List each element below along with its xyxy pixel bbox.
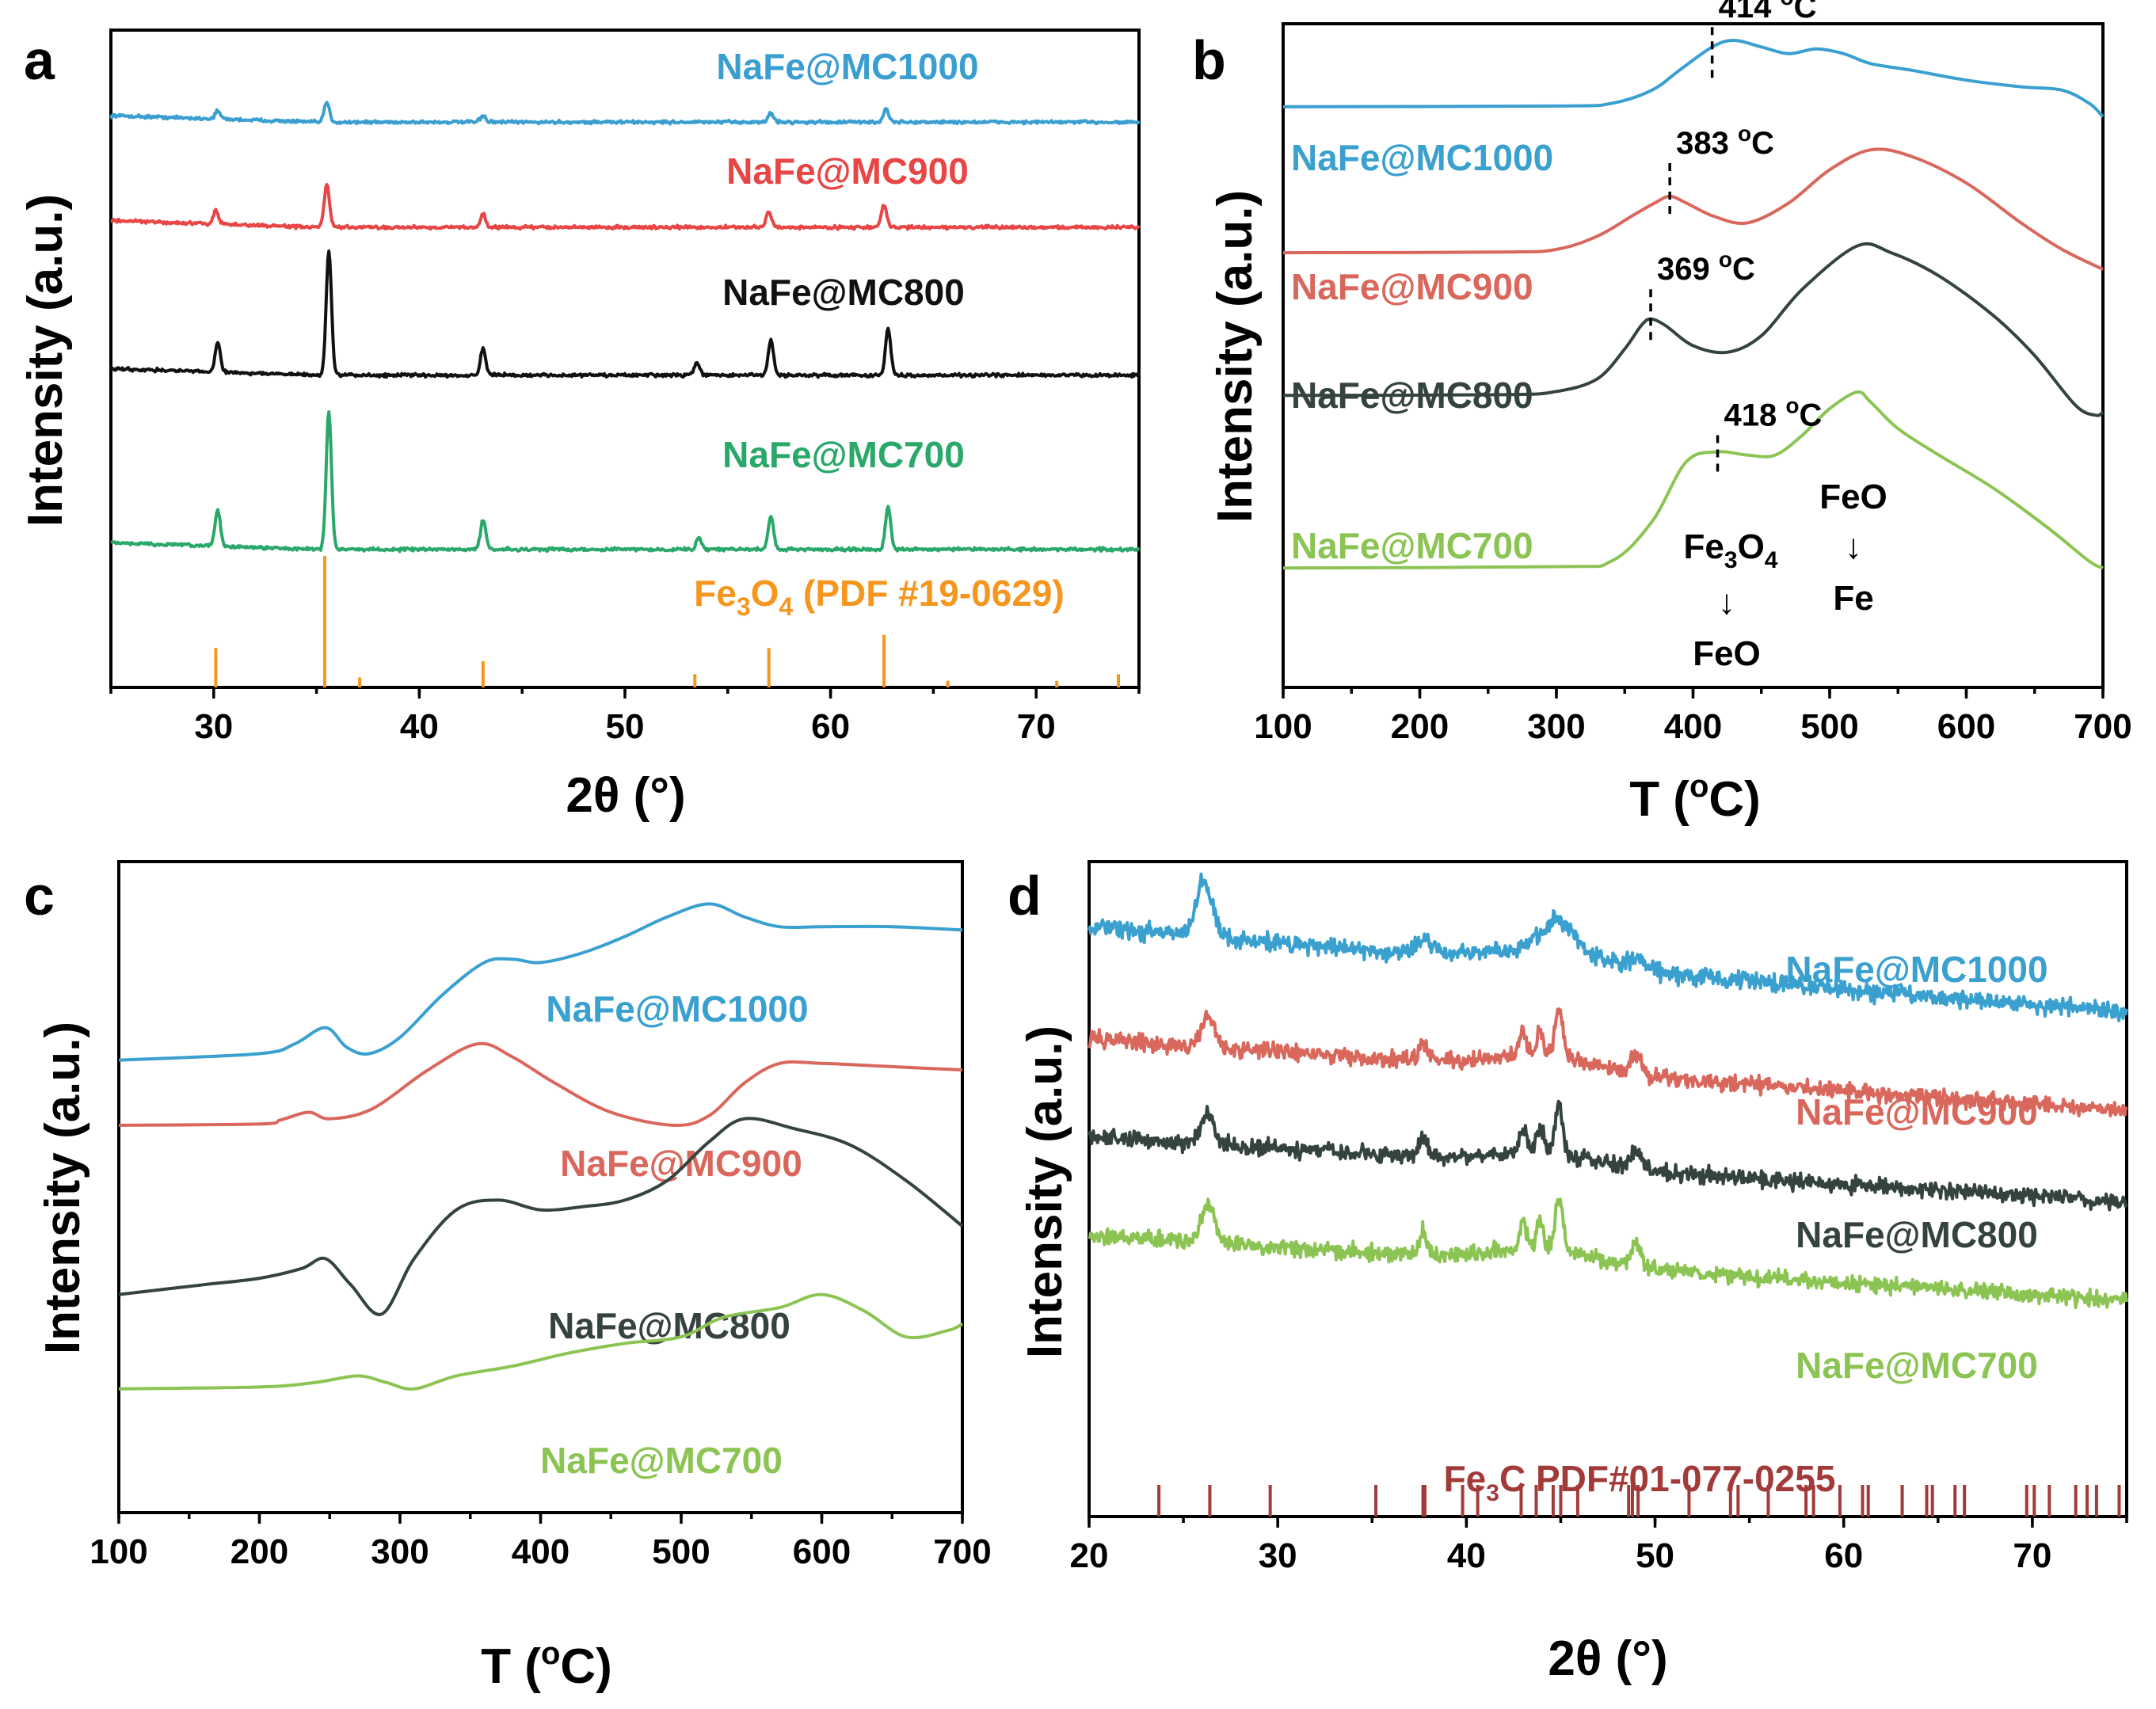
x-tick-label-a-40: 40	[400, 707, 439, 746]
curve-d-NaFe@MC900	[1088, 1007, 2128, 1117]
plot-frame-b	[1282, 22, 2105, 689]
curve-c-NaFe@MC700	[118, 1292, 963, 1391]
x-tick-label-b-100: 100	[1254, 707, 1312, 746]
series-label-d-NaFe@MC700: NaFe@MC700	[1796, 1345, 2038, 1386]
x-tick-label-b-700: 700	[2074, 707, 2131, 746]
series-label-d-NaFe@MC1000: NaFe@MC1000	[1785, 949, 2047, 990]
peak-label-b-369: 369 oC	[1657, 247, 1755, 287]
series-label-a-NaFe@MC900: NaFe@MC900	[726, 150, 969, 192]
x-tick-label-a-50: 50	[606, 707, 645, 746]
x-tick-label-d-30: 30	[1259, 1536, 1297, 1575]
y-axis-title-a: Intensity (a.u.)	[18, 194, 73, 527]
x-axis-title-c: T (oC)	[481, 1636, 612, 1694]
panel-a: 30 40 50 60 70 NaFe@MC1000 NaFe@MC900 NaFe@MC80…	[18, 29, 1141, 823]
x-tick-label-c-300: 300	[371, 1532, 429, 1571]
y-axis-title-d: Intensity (a.u.)	[1018, 1026, 1072, 1358]
series-label-a-NaFe@MC700: NaFe@MC700	[722, 434, 965, 475]
curve-d-NaFe@MC1000	[1088, 872, 2128, 1022]
y-axis-title-c: Intensity (a.u.)	[36, 1022, 90, 1354]
plot-frame-c	[117, 860, 964, 1514]
panel-letter-d: d	[1008, 865, 1042, 927]
curve-a-NaFe@MC800	[109, 249, 1141, 379]
curve-c-NaFe@MC800	[118, 1117, 964, 1316]
reaction-left-arrow: ↓	[1718, 583, 1735, 622]
x-tick-label-c-200: 200	[230, 1532, 288, 1571]
curve-d-NaFe@MC800	[1088, 1099, 2128, 1212]
x-tick-label-b-300: 300	[1527, 707, 1585, 746]
y-axis-title-b: Intensity (a.u.)	[1208, 190, 1263, 523]
reference-label-a: Fe3O4 (PDF #19-0629)	[694, 573, 1065, 621]
x-axis-title-a: 2θ (°)	[566, 768, 685, 823]
x-tick-label-b-400: 400	[1664, 707, 1722, 746]
curve-d-NaFe@MC700	[1088, 1197, 2128, 1310]
x-tick-label-c-400: 400	[512, 1532, 569, 1571]
series-label-b-NaFe@MC800: NaFe@MC800	[1291, 375, 1533, 416]
panel-d: 20 30 40 50 60 70 NaFe@MC1000 NaFe@MC900 NaFe@MC…	[1018, 860, 2128, 1686]
curve-a-NaFe@MC900	[110, 183, 1141, 231]
series-label-d-NaFe@MC800: NaFe@MC800	[1796, 1214, 2038, 1255]
reaction-right-from: FeO	[1819, 478, 1887, 516]
x-tick-label-a-30: 30	[194, 707, 233, 746]
x-tick-label-b-500: 500	[1800, 707, 1858, 746]
reaction-left-from: Fe3O4	[1684, 527, 1778, 573]
peak-label-b-414: 414 oC	[1719, 0, 1817, 25]
x-tick-label-c-700: 700	[933, 1532, 991, 1571]
series-label-c-NaFe@MC700: NaFe@MC700	[540, 1440, 783, 1481]
curve-b-NaFe@MC1000	[1282, 39, 2105, 118]
x-axis-title-d: 2θ (°)	[1548, 1631, 1667, 1686]
curve-c-NaFe@MC1000	[118, 902, 963, 1062]
series-label-a-NaFe@MC800: NaFe@MC800	[722, 272, 965, 313]
plot-frame-d	[1088, 860, 2128, 1518]
x-tick-label-c-600: 600	[793, 1532, 851, 1571]
x-axis-title-b: T (oC)	[1629, 769, 1761, 827]
series-label-c-NaFe@MC900: NaFe@MC900	[560, 1143, 802, 1184]
curve-a-NaFe@MC1000	[109, 101, 1141, 126]
panel-c: 100 200 300 400 500 600 700 NaFe@MC1000 NaFe@MC9…	[36, 860, 992, 1694]
x-tick-label-d-70: 70	[2013, 1536, 2051, 1575]
reaction-left-to: FeO	[1693, 634, 1761, 673]
panel-b: 100 200 300 400 500 600 700 NaFe@MC1000 NaFe@MC9…	[1208, 0, 2132, 827]
x-tick-label-d-40: 40	[1447, 1536, 1486, 1575]
reference-label-d: Fe3C PDF#01-077-0255	[1444, 1458, 1836, 1506]
x-tick-label-d-50: 50	[1636, 1536, 1674, 1575]
x-tick-label-c-100: 100	[90, 1532, 147, 1571]
series-label-c-NaFe@MC1000: NaFe@MC1000	[546, 988, 808, 1030]
curve-b-NaFe@MC700	[1282, 390, 2104, 570]
series-label-b-NaFe@MC900: NaFe@MC900	[1291, 266, 1533, 307]
peak-label-b-418: 418 oC	[1724, 394, 1823, 433]
x-tick-label-a-60: 60	[811, 707, 850, 746]
series-label-a-NaFe@MC1000: NaFe@MC1000	[716, 46, 978, 87]
x-tick-label-c-500: 500	[652, 1532, 710, 1571]
panel-letter-b: b	[1192, 29, 1226, 91]
panel-letter-a: a	[24, 29, 55, 91]
curve-a-NaFe@MC700	[110, 410, 1141, 554]
x-tick-label-a-70: 70	[1017, 707, 1056, 746]
series-label-b-NaFe@MC700: NaFe@MC700	[1291, 525, 1533, 566]
curve-b-NaFe@MC800	[1282, 242, 2105, 417]
reaction-right-to: Fe	[1833, 579, 1873, 618]
series-label-b-NaFe@MC1000: NaFe@MC1000	[1291, 137, 1553, 178]
peak-label-b-383: 383 oC	[1676, 121, 1774, 161]
x-tick-label-d-20: 20	[1070, 1536, 1109, 1575]
series-label-d-NaFe@MC900: NaFe@MC900	[1796, 1091, 2038, 1132]
x-tick-label-d-60: 60	[1824, 1536, 1863, 1575]
reaction-right-arrow: ↓	[1845, 527, 1862, 566]
x-tick-label-b-200: 200	[1391, 707, 1449, 746]
x-tick-label-b-600: 600	[1937, 707, 1995, 746]
curve-c-NaFe@MC900	[118, 1041, 963, 1127]
panel-letter-c: c	[24, 865, 55, 927]
curve-b-NaFe@MC900	[1282, 147, 2104, 271]
